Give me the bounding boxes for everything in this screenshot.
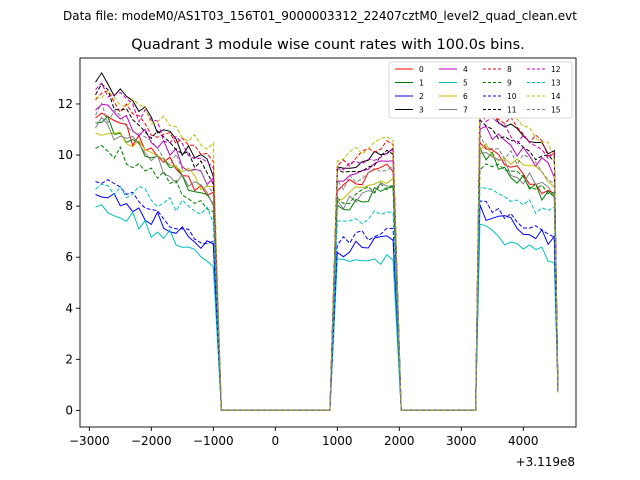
legend-label-0: 0 (419, 65, 424, 74)
y-axis: 0 2 4 6 8 10 12 (58, 97, 80, 417)
series-line-4 (95, 103, 559, 411)
series-line-11 (95, 83, 559, 411)
series-line-10 (95, 179, 559, 411)
series-line-15 (95, 101, 559, 411)
y-tick-label: 4 (65, 301, 73, 315)
y-tick-label: 2 (65, 352, 73, 366)
axes-frame (79, 57, 577, 428)
legend-label-5: 5 (463, 79, 468, 88)
x-tick-label: 4000 (508, 434, 539, 448)
x-tick-label: 0 (271, 434, 279, 448)
series-line-13 (95, 183, 559, 411)
legend-label-8: 8 (507, 65, 512, 74)
x-tick-label: −2000 (131, 434, 172, 448)
legend-label-13: 13 (551, 79, 561, 88)
series-layer (95, 71, 559, 411)
x-tick-label: −3000 (69, 434, 110, 448)
series-line-5 (95, 204, 559, 411)
series-line-9 (95, 144, 559, 411)
series-line-0 (95, 112, 559, 411)
legend-label-4: 4 (463, 65, 468, 74)
legend-label-9: 9 (507, 79, 512, 88)
legend-label-14: 14 (551, 92, 561, 101)
y-tick-label: 0 (65, 403, 73, 417)
legend-label-11: 11 (507, 106, 517, 115)
y-tick-label: 8 (65, 199, 73, 213)
legend-label-15: 15 (551, 106, 561, 115)
legend-label-2: 2 (419, 92, 424, 101)
x-tick-label: 3000 (446, 434, 477, 448)
y-tick-label: 6 (65, 250, 73, 264)
x-axis: −3000 −2000 −1000 0 1000 2000 3000 4000 (69, 427, 539, 448)
y-tick-label: 12 (58, 97, 73, 111)
data-file-header: Data file: modeM0/AS1T03_156T01_90000033… (63, 9, 577, 23)
legend-label-12: 12 (551, 65, 561, 74)
legend-label-3: 3 (419, 106, 424, 115)
series-line-12 (95, 82, 559, 411)
chart-title: Quadrant 3 module wise count rates with … (131, 37, 525, 53)
x-tick-label: 2000 (384, 434, 415, 448)
legend-label-6: 6 (463, 92, 468, 101)
series-line-2 (95, 192, 559, 411)
series-line-1 (95, 115, 559, 411)
legend-label-1: 1 (419, 79, 424, 88)
legend-label-7: 7 (463, 106, 468, 115)
legend-box (388, 61, 573, 119)
series-line-6 (95, 131, 559, 411)
series-line-8 (95, 90, 559, 411)
legend-label-10: 10 (507, 92, 517, 101)
x-tick-label: −1000 (193, 434, 234, 448)
series-line-3 (95, 71, 559, 411)
x-offset-label: +3.119e8 (516, 455, 575, 469)
series-line-14 (95, 89, 559, 411)
series-line-7 (95, 116, 559, 411)
y-tick-label: 10 (58, 148, 73, 162)
x-tick-label: 1000 (322, 434, 353, 448)
